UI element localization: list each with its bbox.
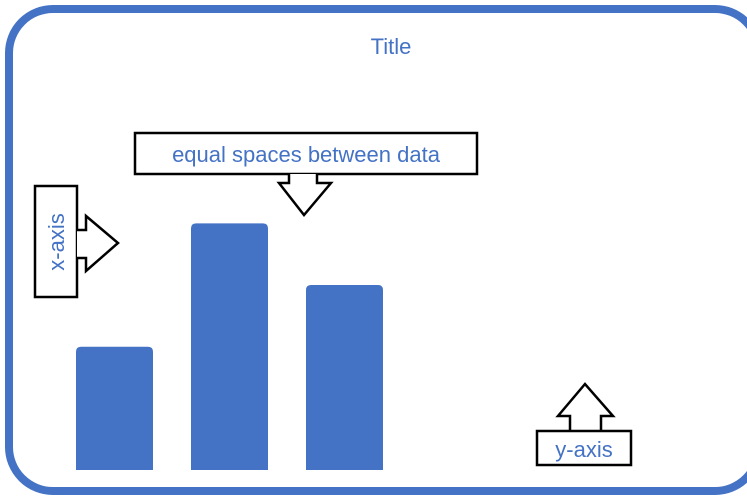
x-axis-callout-box — [33, 184, 79, 299]
bar-group — [76, 223, 383, 470]
y-axis-callout-box — [535, 429, 633, 467]
bar-2 — [191, 223, 268, 470]
chart-title: Title — [371, 34, 412, 59]
y-axis-callout-label: y-axis — [555, 437, 612, 462]
right-arrow-icon — [77, 213, 120, 274]
spacing-callout-label: equal spaces between data — [172, 142, 441, 167]
y-axis-callout: y-axis — [535, 382, 633, 467]
spacing-callout-box — [133, 131, 479, 176]
x-axis-callout: x-axis — [33, 184, 120, 299]
down-arrow-icon — [276, 174, 334, 217]
bar-3 — [306, 285, 383, 470]
bar-1 — [76, 346, 153, 470]
x-axis-callout-label: x-axis — [44, 213, 69, 270]
spacing-callout: equal spaces between data — [133, 131, 479, 217]
up-arrow-icon — [555, 382, 616, 431]
